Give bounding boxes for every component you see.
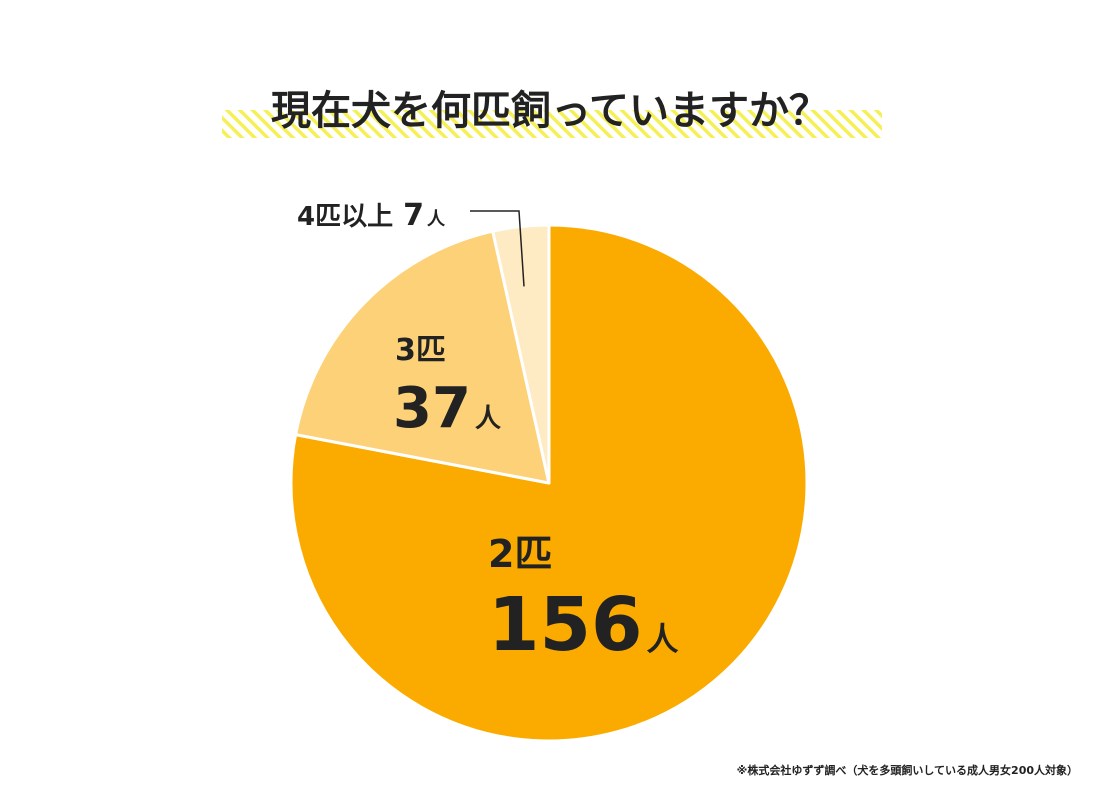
source-note: ※株式会社ゆずず調べ（犬を多頭飼いしている成人男女200人対象） (736, 764, 1078, 777)
pie-slices (289, 223, 809, 743)
pie-slice-2 (294, 229, 551, 485)
slice-label-1-category: 2匹 (488, 532, 552, 576)
slice-label-2-category: 3匹 (395, 333, 446, 368)
title-underline (222, 110, 882, 138)
slice-label-1-value: 156 人 (488, 582, 678, 668)
slice-labels: 2匹 156 人 3匹 37 人 4匹以上 7 人 (297, 198, 678, 668)
slice-label-3: 4匹以上 7 人 (297, 198, 446, 233)
leader-line (470, 210, 525, 287)
leader-line-group (470, 210, 525, 287)
chart-title: 現在犬を何匹飼っていますか？ (271, 88, 829, 134)
slice-label-2-value: 37 人 (393, 376, 501, 441)
title-underline-band (222, 110, 882, 138)
